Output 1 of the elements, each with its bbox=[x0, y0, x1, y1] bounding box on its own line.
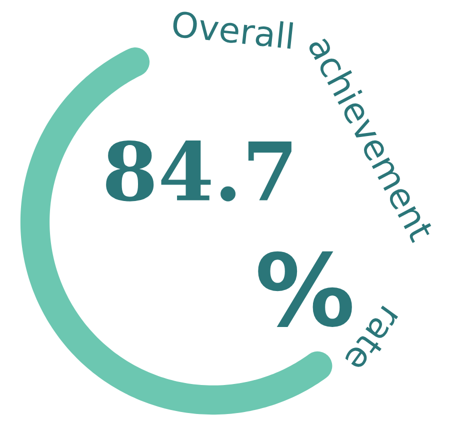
data-label: 84.7 bbox=[106, 140, 292, 202]
